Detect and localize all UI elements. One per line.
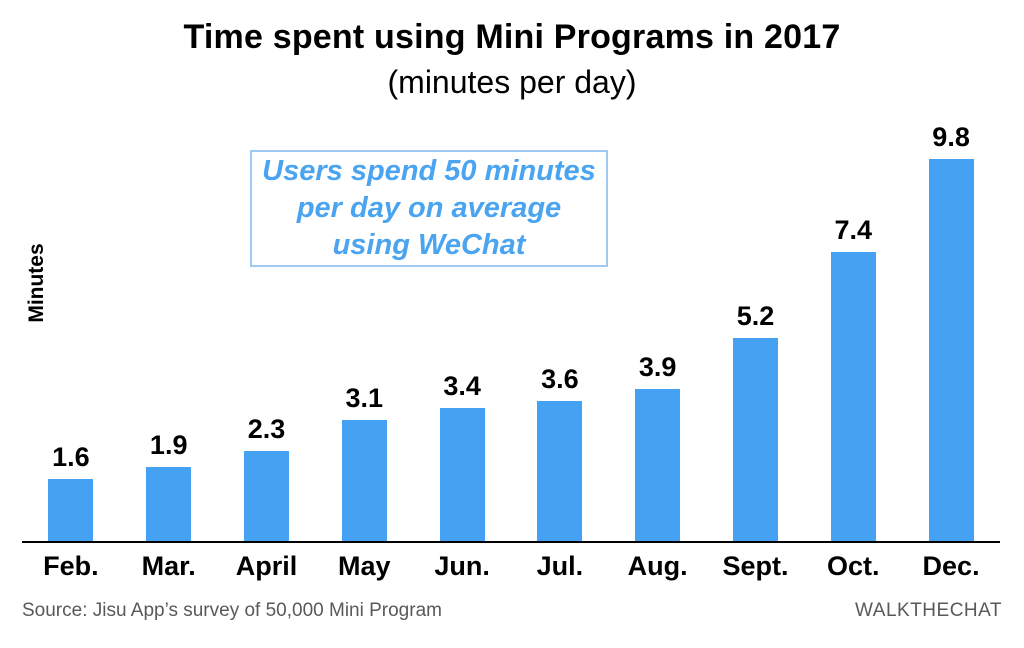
bar (439, 408, 485, 541)
bar (341, 420, 387, 541)
footer: Source: Jisu App’s survey of 50,000 Mini… (22, 600, 1002, 622)
annotation-box: Users spend 50 minutes per day on averag… (250, 150, 608, 267)
source-credit: Source: Jisu App’s survey of 50,000 Mini… (22, 600, 442, 621)
bar (635, 389, 681, 541)
annotation-line: per day on average (296, 192, 562, 224)
bar-column: 1.6 (22, 151, 120, 541)
bar-value-label: 1.9 (149, 430, 188, 460)
x-tick-label: Feb. (43, 551, 99, 581)
bar-column: 3.6 (511, 151, 609, 541)
bar-value-label: 7.4 (834, 215, 873, 245)
annotation-line: Users spend 50 minutes (262, 155, 596, 187)
bar-column: 5.2 (707, 151, 805, 541)
bar-value-label: 3.6 (541, 364, 579, 394)
bar-column: 1.9 (120, 151, 218, 541)
brand-watermark: WALKTHECHAT (855, 600, 1002, 621)
x-axis-tick-labels: Feb. Mar. April May Jun. Jul. Aug. Sept. Oct. Dec… (22, 551, 1000, 582)
bar-chart-plot-area: 1.6 1.9 2.3 3.1 3.4 3.6 3.9 5.2 7.4 9.8 (22, 122, 1000, 543)
bar-column: 3.1 (315, 151, 413, 541)
x-tick-label: Mar. (141, 551, 196, 581)
bar (48, 479, 94, 541)
bar (928, 159, 974, 541)
bar (146, 467, 192, 541)
annotation-line: using WeChat (332, 229, 526, 261)
bar (732, 338, 778, 541)
x-tick-label: Oct. (827, 551, 880, 581)
bar-value-label: 1.6 (52, 442, 90, 472)
bar-column: 7.4 (804, 151, 902, 541)
bar-value-label: 3.9 (638, 352, 677, 382)
x-tick-label: Sept. (722, 551, 789, 581)
bar-value-label: 3.4 (443, 371, 481, 401)
bar-value-label: 9.8 (932, 122, 970, 152)
bar-value-label: 3.1 (345, 383, 384, 413)
bar (243, 451, 289, 541)
bar (537, 401, 583, 541)
x-tick-label: May (338, 551, 391, 581)
x-tick-label: Dec. (922, 551, 980, 581)
chart-subtitle: (minutes per day) (387, 64, 637, 100)
x-tick-label: Aug. (627, 551, 688, 581)
x-tick-label: April (235, 551, 298, 581)
bar-column: 2.3 (218, 151, 316, 541)
x-tick-label: Jun. (434, 551, 490, 581)
bar-column: 3.9 (609, 151, 707, 541)
bar-column: 3.4 (413, 151, 511, 541)
bar-column: 9.8 (902, 122, 1000, 541)
bar (830, 252, 876, 541)
chart-title: Time spent using Mini Programs in 2017 (183, 18, 841, 56)
bar-value-label: 2.3 (247, 414, 286, 444)
bar-value-label: 5.2 (736, 301, 775, 331)
x-tick-label: Jul. (536, 551, 584, 581)
